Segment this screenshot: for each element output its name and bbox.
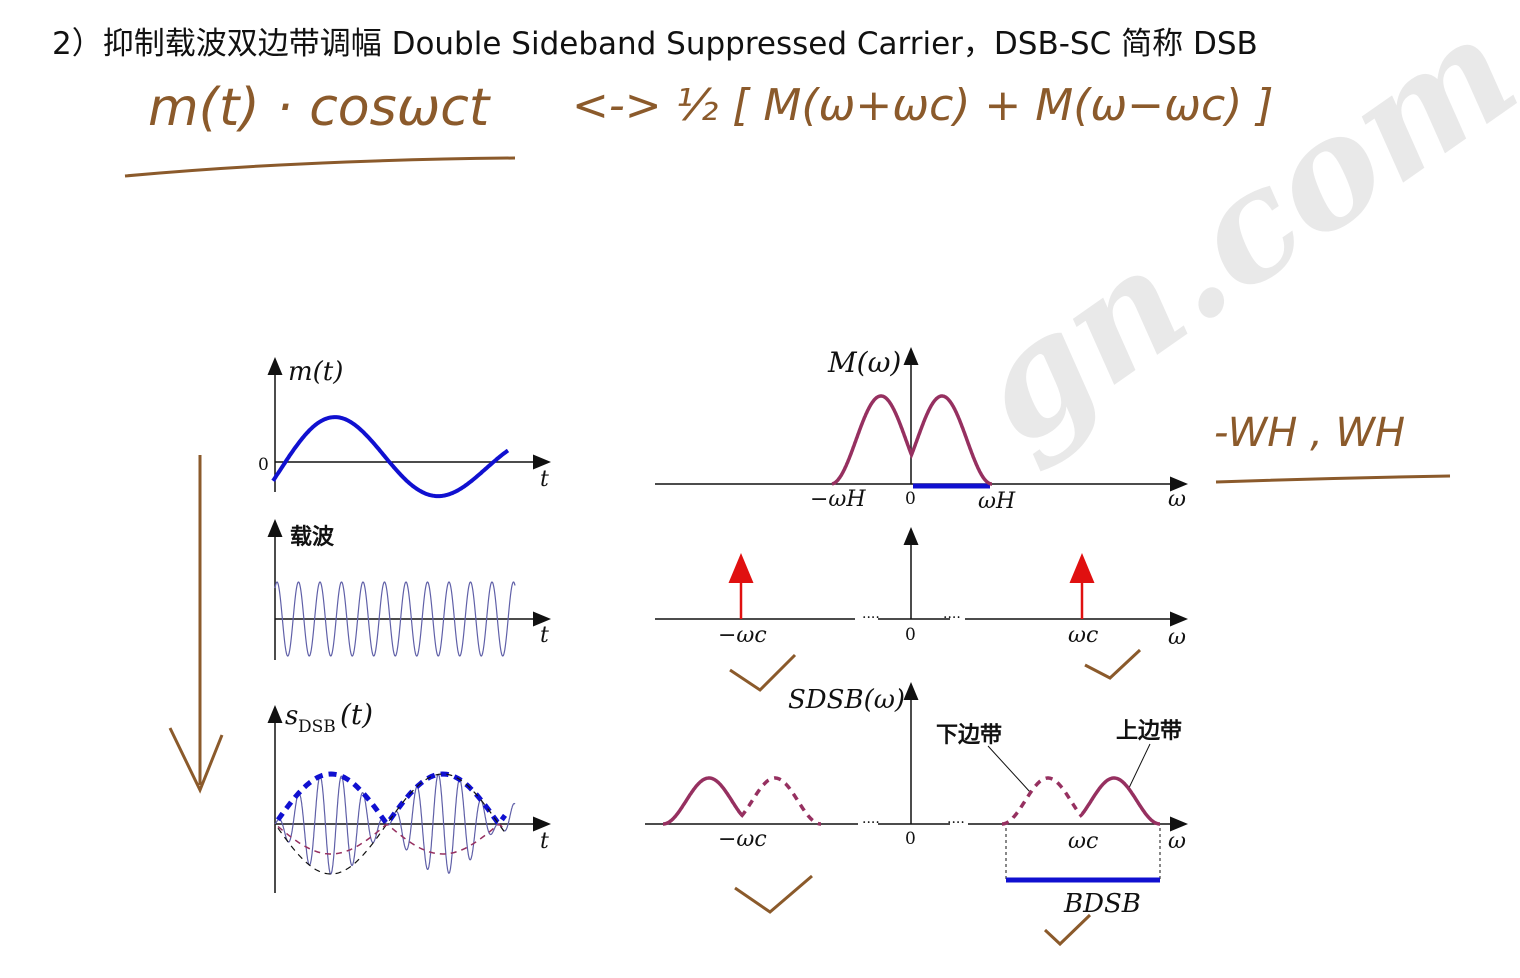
S-spectrum-panel: ···· ···· SDSB(ω) 下边带 上边带 −ωc 0 ωc ω BDS… (645, 682, 1188, 919)
sdsb-panel: s DSB (t) t (267, 698, 551, 893)
mt-ylabel: m(t) (288, 357, 343, 387)
S-upper-pointer (1127, 743, 1151, 791)
carrier-panel: 载波 t (267, 519, 551, 660)
watermark: gn.com (941, 0, 1520, 479)
sdsb-ylabel-tail: (t) (340, 698, 373, 731)
handwritten-underline-range (1215, 474, 1451, 484)
S-left-upper-sideband (663, 776, 743, 826)
cs-neg-wc: −ωc (718, 623, 767, 648)
check-mark-icon (1084, 648, 1142, 680)
sdsb-negative-envelope (277, 773, 506, 875)
handwritten-range: -WH , WH (1214, 410, 1406, 456)
sdsb-modulated-wave (274, 773, 516, 875)
carrier-spectrum-panel: ···· ···· −ωc 0 ωc ω (655, 527, 1188, 650)
sdsb-lower-envelope (277, 823, 506, 855)
mt-zero: 0 (258, 455, 269, 475)
S-right-upper-sideband (1080, 776, 1160, 826)
carrier-xlabel: t (540, 623, 549, 648)
mt-panel: m(t) 0 t (258, 357, 551, 499)
page-title: 2）抑制载波双边带调幅 Double Sideband Suppressed C… (52, 26, 1258, 62)
M-wh: ωH (978, 489, 1016, 514)
carrier-wave (274, 581, 516, 657)
S-dots-left: ···· (862, 815, 880, 831)
S-right-lower-sideband (1002, 776, 1084, 826)
carrier-ylabel: 载波 (290, 524, 335, 550)
sdsb-ylabel-main: s (285, 701, 298, 731)
sdsb-xlabel: t (540, 829, 549, 854)
M-spectrum-panel: M(ω) −ωH 0 ωH ω (655, 346, 1188, 514)
S-lower-label: 下边带 (936, 723, 1002, 748)
handwritten-formula-right: <-> ½ [ M(ω+ωc) + M(ω−ωc) ] (572, 80, 1274, 131)
S-zero: 0 (905, 829, 916, 849)
M-ylabel: M(ω) (827, 346, 901, 379)
handwritten-arrow-head (168, 727, 224, 794)
cs-dots-right: ···· (943, 610, 961, 626)
cs-wc: ωc (1068, 623, 1098, 648)
S-dots-right: ···· (947, 815, 965, 831)
sdsb-ylabel-sub: DSB (298, 717, 336, 737)
cs-zero: 0 (905, 625, 916, 645)
M-xlabel: ω (1168, 487, 1186, 512)
M-neg-wh: −ωH (810, 487, 866, 512)
M-zero: 0 (905, 489, 916, 509)
mt-xlabel: t (540, 467, 549, 492)
S-wc: ωc (1068, 829, 1098, 854)
S-xlabel: ω (1168, 829, 1186, 854)
S-ylabel: SDSB(ω) (788, 685, 905, 715)
S-left-lower-sideband (739, 776, 821, 826)
S-neg-wc: −ωc (718, 827, 767, 852)
cs-xlabel: ω (1168, 625, 1186, 650)
check-mark-icon (1043, 913, 1092, 947)
handwritten-underline (124, 156, 516, 178)
mt-signal-curve (271, 415, 510, 499)
cs-dots-left: ···· (862, 610, 880, 626)
S-upper-label: 上边带 (1116, 719, 1182, 744)
S-bw-label: BDSB (1063, 889, 1141, 919)
check-mark-icon (734, 874, 813, 914)
S-lower-pointer (987, 745, 1031, 793)
handwritten-formula-left: m(t) · cosωct (148, 78, 490, 138)
check-mark-icon (729, 653, 797, 692)
sdsb-upper-envelope (275, 771, 508, 827)
M-spectrum-curve (831, 394, 992, 486)
